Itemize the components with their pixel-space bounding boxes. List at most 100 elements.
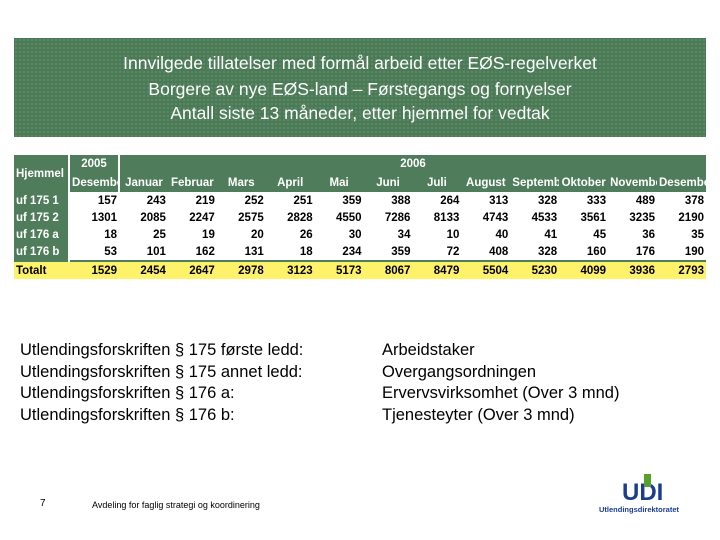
table-cell: 18 — [265, 243, 315, 261]
table-cell: 34 — [363, 226, 413, 243]
table-cell: 313 — [461, 192, 511, 209]
table-cell: 4550 — [314, 209, 364, 226]
total-cell: 2978 — [216, 260, 266, 279]
total-cell: 5173 — [314, 260, 364, 279]
table-cell: 408 — [461, 243, 511, 261]
total-cell: 5230 — [510, 260, 560, 279]
title-banner: Innvilgede tillatelser med formål arbeid… — [14, 38, 706, 137]
legend-category-list: Arbeidstaker Overgangsordningen Ervervsv… — [382, 340, 619, 426]
legend-item: Overgangsordningen — [382, 362, 537, 381]
row-label: uf 175 1 — [14, 192, 71, 209]
table-cell: 2575 — [216, 209, 266, 226]
title-line-1: Innvilgede tillatelser med formål arbeid… — [123, 53, 597, 73]
header-month: Desember — [659, 176, 706, 189]
table-cell: 3235 — [608, 209, 657, 226]
row-label: uf 176 b — [14, 243, 71, 261]
legend-item: Utlendingsforskriften § 176 b: — [20, 405, 235, 424]
table-cell: 2828 — [265, 209, 315, 226]
logo-text: UDI — [622, 479, 663, 506]
logo-subtitle: Utlendingsdirektoratet — [599, 505, 680, 514]
table-cell: 190 — [657, 243, 706, 261]
legend-item: Utlendingsforskriften § 175 annet ledd: — [20, 362, 303, 381]
table-cell: 3561 — [559, 209, 609, 226]
legend-item: Utlendingsforskriften § 176 a: — [20, 384, 235, 402]
header-month: November — [610, 176, 657, 189]
header-month: Oktober — [561, 176, 606, 189]
table-cell: 251 — [265, 192, 315, 209]
total-cell: 3936 — [608, 260, 657, 279]
table-cell: 328 — [510, 243, 560, 261]
total-cell: 2793 — [657, 260, 706, 279]
table-cell: 157 — [69, 192, 120, 209]
header-month: April — [277, 176, 304, 189]
table-cell: 131 — [216, 243, 266, 261]
legend-item: Arbeidstaker — [382, 341, 475, 359]
table-cell: 45 — [559, 226, 609, 243]
header-month: Desember — [69, 173, 121, 192]
table-cell: 53 — [69, 243, 120, 261]
table-cell: 2190 — [657, 209, 706, 226]
table-row: uf 176 a 18 25 19 20 26 30 34 10 40 41 4… — [14, 226, 706, 243]
total-cell: 2647 — [167, 260, 217, 279]
table-cell: 19 — [167, 226, 217, 243]
table-cell: 101 — [119, 243, 168, 261]
table-cell: 489 — [608, 192, 657, 209]
header-month: September — [512, 176, 560, 189]
table-cell: 40 — [461, 226, 511, 243]
table-cell: 36 — [608, 226, 657, 243]
total-cell: 3123 — [265, 260, 315, 279]
udi-logo: UDI Utlendingsdirektoratet — [596, 472, 692, 522]
total-cell: 4099 — [559, 260, 609, 279]
table-cell: 359 — [314, 192, 364, 209]
table-cell: 25 — [119, 226, 168, 243]
table-cell: 4743 — [461, 209, 511, 226]
header-month: Mars — [227, 176, 255, 189]
header-month: Juni — [376, 176, 400, 189]
table-cell: 219 — [167, 192, 217, 209]
total-cell: 8067 — [363, 260, 413, 279]
total-row: Totalt 1529 2454 2647 2978 3123 5173 806… — [14, 260, 706, 279]
table-cell: 162 — [167, 243, 217, 261]
table-cell: 10 — [412, 226, 462, 243]
legend-item: Utlendingsforskriften § 175 første ledd: — [20, 341, 304, 359]
table-row: uf 175 1 157 243 219 252 251 359 388 264… — [14, 192, 706, 209]
table-cell: 234 — [314, 243, 364, 261]
table-cell: 333 — [559, 192, 609, 209]
footer-text: Avdeling for faglig strategi og koordine… — [92, 500, 260, 510]
table-cell: 35 — [657, 226, 706, 243]
table-cell: 160 — [559, 243, 609, 261]
header-year-2005: 2005 — [69, 155, 121, 173]
table-cell: 7286 — [363, 209, 413, 226]
header-month: Mai — [329, 176, 349, 189]
table-cell: 176 — [608, 243, 657, 261]
header-year-2006: 2006 — [400, 158, 426, 170]
title-line-2: Borgere av nye EØS-land – Førstegangs og… — [148, 79, 572, 99]
table-cell: 26 — [265, 226, 315, 243]
header-month: Juli — [427, 176, 447, 189]
table-row: uf 175 2 1301 2085 2247 2575 2828 4550 7… — [14, 209, 706, 226]
table-cell: 2247 — [167, 209, 217, 226]
title-line-3: Antall siste 13 måneder, etter hjemmel f… — [170, 103, 550, 123]
total-cell: 5504 — [461, 260, 511, 279]
header-month: Februar — [170, 176, 214, 189]
table-cell: 252 — [216, 192, 266, 209]
table-cell: 328 — [510, 192, 560, 209]
table-cell: 72 — [412, 243, 462, 261]
table-cell: 8133 — [412, 209, 462, 226]
table-cell: 41 — [510, 226, 560, 243]
legend-item: Tjenesteyter (Over 3 mnd) — [382, 405, 575, 424]
legend-item: Ervervsvirksomhet (Over 3 mnd) — [382, 384, 620, 402]
table-cell: 30 — [314, 226, 364, 243]
table-cell: 2085 — [119, 209, 168, 226]
table-cell: 359 — [363, 243, 413, 261]
row-label: uf 175 2 — [14, 209, 71, 226]
header-month: August — [466, 176, 506, 189]
header-month: Januar — [125, 176, 163, 189]
statistics-table: Hjemmel 2005 2006 Desember Januar Februa… — [14, 155, 706, 279]
legend-hjemmel-list: Utlendingsforskriften § 175 første ledd:… — [20, 340, 303, 426]
total-cell: 2454 — [119, 260, 168, 279]
table-cell: 20 — [216, 226, 266, 243]
table-cell: 1301 — [69, 209, 120, 226]
table-cell: 378 — [657, 192, 706, 209]
total-cell: 1529 — [69, 260, 120, 279]
